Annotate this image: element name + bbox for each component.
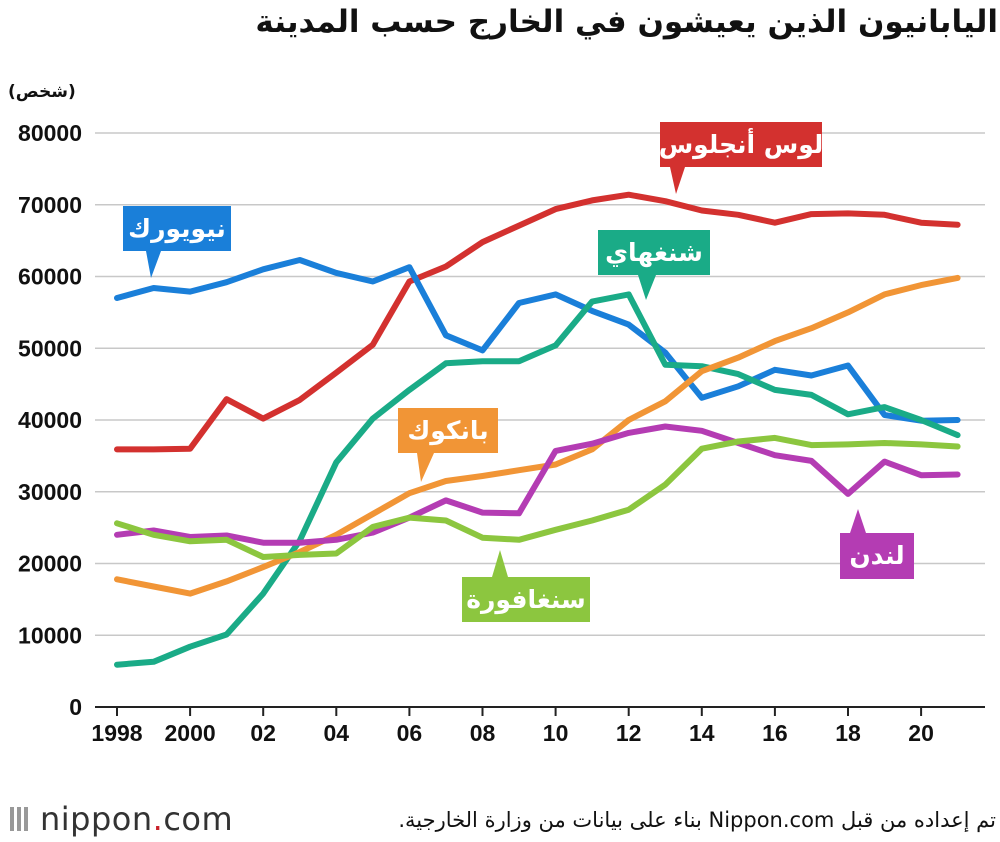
y-tick-label: 80000 [18, 120, 82, 146]
y-tick-label: 40000 [18, 407, 82, 433]
svg-text:شنغهاي: شنغهاي [605, 238, 703, 268]
logo-bars-icon [10, 807, 28, 831]
series-line-0 [114, 191, 961, 453]
x-tick-label: 14 [689, 720, 715, 746]
svg-text:نيويورك: نيويورك [128, 214, 226, 244]
y-tick-label: 60000 [18, 264, 82, 290]
x-tick-label: 10 [543, 720, 569, 746]
x-tick-label: 12 [616, 720, 642, 746]
y-tick-label: 10000 [18, 622, 82, 648]
series-line-1 [114, 257, 961, 424]
x-tick-label: 08 [470, 720, 496, 746]
svg-text:سنغافورة: سنغافورة [466, 585, 585, 615]
label-london: لندن [840, 509, 914, 579]
series-lines [114, 191, 961, 668]
y-tick-label: 70000 [18, 192, 82, 218]
source-note: تم إعداده من قبل Nippon.com بناء على بيا… [398, 808, 996, 832]
svg-text:لندن: لندن [849, 541, 904, 570]
gridlines [95, 132, 985, 708]
y-axis-ticks: 0 10000 20000 30000 40000 50000 60000 70000 8000… [18, 120, 82, 720]
label-singapore: سنغافورة [462, 550, 590, 622]
series-line-5 [114, 434, 961, 560]
x-tick-label: 04 [324, 720, 350, 746]
x-tick-label: 16 [762, 720, 788, 746]
svg-text:لوس أنجلوس: لوس أنجلوس [659, 128, 824, 160]
nippon-logo: nippon.com [10, 800, 233, 838]
x-tick-label: 1998 [91, 720, 142, 746]
label-newyork: نيويورك [123, 206, 231, 278]
logo-text: nippon.com [40, 800, 234, 838]
y-axis-unit: (شخص) [8, 82, 76, 102]
label-shanghai: شنغهاي [598, 230, 710, 300]
x-axis-ticks: 1998 2000 02 04 06 08 10 12 14 16 18 20 [91, 707, 934, 746]
x-tick-label: 2000 [165, 720, 216, 746]
label-bangkok: بانكوك [398, 408, 498, 482]
y-tick-label: 30000 [18, 479, 82, 505]
label-losangeles: لوس أنجلوس [659, 122, 824, 194]
y-tick-label: 20000 [18, 551, 82, 577]
y-tick-label: 50000 [18, 335, 82, 361]
chart-title: اليابانيون الذين يعيشون في الخارج حسب ال… [255, 4, 998, 40]
series-line-2 [114, 291, 961, 668]
x-tick-label: 18 [835, 720, 861, 746]
line-chart: 0 10000 20000 30000 40000 50000 60000 70000 8000… [18, 120, 985, 746]
x-tick-label: 06 [397, 720, 423, 746]
series-line-3 [114, 274, 961, 597]
series-line-4 [114, 423, 961, 546]
x-tick-label: 20 [908, 720, 934, 746]
y-tick-label: 0 [69, 694, 82, 720]
svg-text:بانكوك: بانكوك [407, 416, 488, 446]
x-tick-label: 02 [250, 720, 276, 746]
